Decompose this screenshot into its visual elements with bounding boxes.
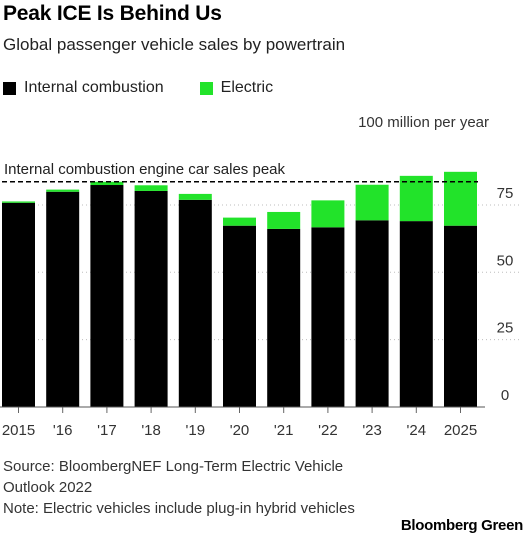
bar-ice-10 [444, 225, 477, 407]
bar-electric-1 [46, 189, 80, 192]
bar-electric-9 [399, 175, 433, 222]
bar-ice-0 [2, 202, 35, 407]
x-tick-label-2: '17 [97, 422, 117, 439]
x-tick-label-1: '16 [53, 422, 73, 439]
legend-swatch-ice [3, 81, 16, 95]
bar-ice-6 [267, 228, 301, 407]
y-tick-label-0: 0 [501, 387, 509, 404]
bar-electric-6 [267, 211, 301, 229]
y-axis: 0 25 50 75 100 million per year [358, 114, 513, 404]
bar-electric-2 [90, 181, 124, 186]
bar-ice-1 [46, 191, 80, 407]
x-axis: 2015 '16 '17 '18 '19 '20 '21 '22 '23 '24 2025 [0, 406, 485, 439]
bar-electric-3 [134, 185, 168, 191]
chart-subtitle: Global passenger vehicle sales by powert… [3, 35, 346, 54]
x-tick-label-10: 2025 [444, 422, 477, 439]
x-tick-label-3: '18 [141, 422, 161, 439]
ev-note: Note: Electric vehicles include plug-in … [3, 500, 355, 517]
bar-electric-10 [444, 171, 477, 226]
y-tick-label-75: 75 [497, 185, 514, 202]
x-tick-label-7: '22 [318, 422, 338, 439]
bars [2, 171, 477, 407]
brand-logo-text: Bloomberg Green [400, 517, 523, 534]
bar-ice-9 [399, 221, 433, 407]
stacked-bar-chart: Internal combustion engine car sales pea… [0, 114, 522, 439]
peak-reference: Internal combustion engine car sales pea… [2, 161, 478, 183]
y-tick-label-50: 50 [497, 252, 514, 269]
legend: Internal combustion Electric [3, 79, 309, 97]
bar-ice-4 [178, 199, 212, 407]
y-tick-label-25: 25 [497, 320, 514, 337]
legend-label-ice: Internal combustion [24, 79, 164, 96]
legend-item-ice: Internal combustion [3, 79, 164, 97]
bar-electric-7 [311, 200, 345, 228]
footer-notes: Source: BloombergNEF Long-Term Electric … [3, 456, 383, 519]
bar-electric-8 [355, 184, 389, 221]
legend-item-electric: Electric [199, 79, 274, 97]
bar-electric-4 [178, 193, 212, 200]
chart-title: Peak ICE Is Behind Us [3, 2, 222, 25]
peak-reference-label: Internal combustion engine car sales pea… [4, 161, 286, 178]
x-tick-label-4: '19 [186, 422, 206, 439]
legend-swatch-electric [199, 81, 213, 95]
x-tick-label-9: '24 [407, 422, 427, 439]
legend-label-electric: Electric [220, 79, 274, 96]
x-tick-label-8: '23 [362, 422, 382, 439]
bar-ice-7 [311, 227, 345, 407]
x-tick-label-0: 2015 [2, 422, 35, 439]
y-axis-unit-label: 100 million per year [358, 114, 489, 131]
y-gridlines [2, 204, 522, 341]
x-tick-label-5: '20 [230, 422, 250, 439]
source-note: Source: BloombergNEF Long-Term Electric … [3, 458, 344, 496]
bar-ice-5 [223, 225, 256, 407]
bar-electric-0 [2, 201, 35, 203]
bar-ice-8 [355, 220, 389, 407]
x-tick-label-6: '21 [274, 422, 294, 439]
bar-ice-3 [134, 190, 168, 407]
bar-electric-5 [223, 217, 256, 226]
bar-ice-2 [90, 185, 124, 407]
